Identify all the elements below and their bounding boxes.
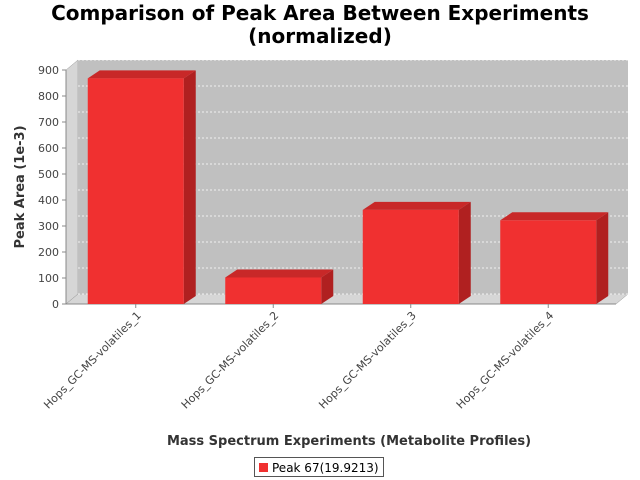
chart-title-line1: Comparison of Peak Area Between Experime… [51, 1, 589, 25]
x-tick-label: Hops_GC-MS-volatiles_4 [454, 309, 557, 412]
bar-side [183, 70, 196, 304]
y-tick-label: 500 [38, 168, 59, 181]
bar [500, 220, 597, 304]
x-axis-label: Mass Spectrum Experiments (Metabolite Pr… [167, 434, 531, 449]
y-tick-label: 200 [38, 246, 59, 259]
bar-side [458, 201, 471, 304]
bar-side [596, 212, 609, 304]
bar-top [225, 269, 334, 278]
bar-top [362, 201, 471, 210]
y-tick-label: 100 [38, 272, 59, 285]
x-tick-label: Hops_GC-MS-volatiles_1 [41, 309, 144, 412]
y-axis-label: Peak Area (1e-3) [13, 125, 28, 248]
bar [362, 209, 459, 304]
bar-top [500, 212, 609, 221]
y-tick-label: 0 [52, 298, 59, 311]
plot-left-wall [65, 59, 79, 305]
bar [87, 78, 184, 304]
bar-side [321, 269, 334, 304]
chart-title: Comparison of Peak Area Between Experime… [0, 2, 640, 48]
y-tick-label: 800 [38, 90, 59, 103]
legend-swatch [259, 463, 268, 472]
legend-label: Peak 67(19.9213) [272, 460, 379, 475]
y-tick-label: 900 [38, 64, 59, 77]
y-tick-label: 700 [38, 116, 59, 129]
x-tick-label: Hops_GC-MS-volatiles_3 [316, 309, 419, 412]
x-tick-label: Hops_GC-MS-volatiles_2 [179, 309, 282, 412]
bar-top [87, 70, 196, 79]
y-tick-label: 300 [38, 220, 59, 233]
chart-title-line2: (normalized) [248, 24, 392, 48]
legend: Peak 67(19.9213) [254, 457, 384, 477]
bar [225, 277, 322, 304]
y-tick-label: 600 [38, 142, 59, 155]
y-tick-label: 400 [38, 194, 59, 207]
